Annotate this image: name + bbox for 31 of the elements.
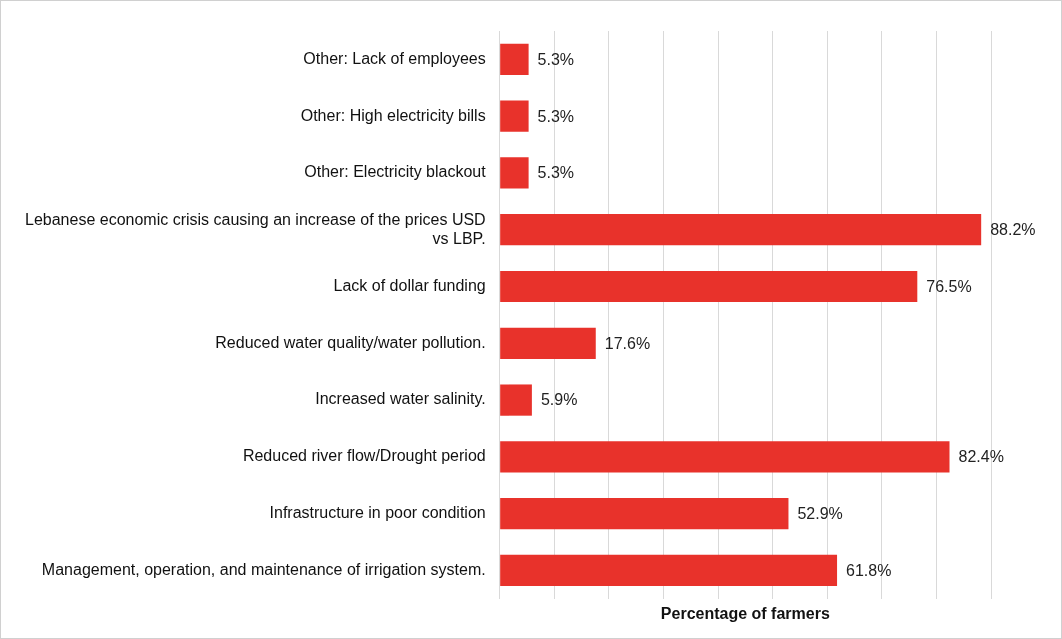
bar bbox=[500, 441, 950, 473]
bar bbox=[500, 384, 532, 416]
bar bbox=[500, 100, 529, 132]
y-tick-label: Other: Electricity blackout bbox=[304, 163, 487, 181]
bar bbox=[500, 270, 918, 303]
y-tick-label: Increased water salinity. bbox=[315, 390, 486, 408]
data-label: 17.6% bbox=[604, 334, 651, 352]
data-label: 61.8% bbox=[846, 561, 892, 579]
y-tick-label: Infrastructure in poor condition bbox=[269, 504, 486, 522]
data-label: 5.9% bbox=[540, 391, 578, 409]
data-label: 76.5% bbox=[926, 277, 972, 295]
y-tick-label: Reduced water quality/water pollution. bbox=[215, 333, 486, 351]
data-label: 5.3% bbox=[537, 50, 575, 68]
data-label: 5.3% bbox=[537, 107, 575, 125]
data-label: 52.9% bbox=[797, 505, 843, 523]
bar bbox=[500, 327, 596, 359]
y-tick-label: Other: Lack of employees bbox=[303, 49, 486, 67]
y-tick-label: Other: High electricity bills bbox=[300, 106, 486, 124]
y-tick-label: Lack of dollar funding bbox=[333, 276, 486, 294]
bar bbox=[500, 554, 838, 587]
bar bbox=[500, 157, 529, 189]
bar bbox=[500, 43, 529, 75]
y-tick-label: Management, operation, and maintenance of irrigation system. bbox=[41, 560, 486, 578]
data-label: 82.4% bbox=[958, 448, 1004, 466]
y-tick-label: Lebanese economic crisis causing an increase of the prices USD vs LBP. bbox=[24, 210, 486, 247]
y-tick-label: Reduced river flow/Drought period bbox=[242, 447, 486, 465]
bar bbox=[500, 214, 982, 246]
data-label: 88.2% bbox=[990, 221, 1036, 239]
data-label: 5.3% bbox=[537, 164, 575, 182]
bar bbox=[500, 498, 789, 530]
x-axis-title: Percentage of farmers bbox=[660, 604, 830, 622]
